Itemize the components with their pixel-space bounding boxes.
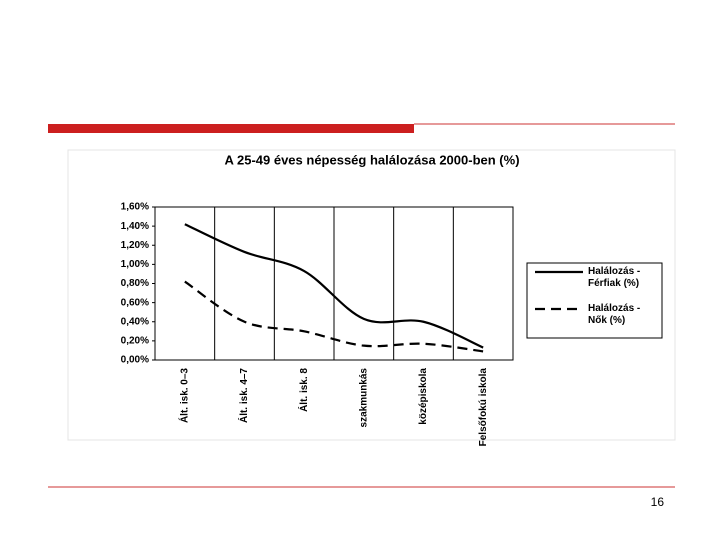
y-tick-label: 0,00% <box>121 355 149 366</box>
y-tick-label: 0,40% <box>121 316 149 327</box>
x-tick-label: Felsőfokú iskola <box>478 368 489 447</box>
x-tick-label: Ált. isk. 0–3 <box>177 368 190 423</box>
chart-title: A 25-49 éves népesség halálozása 2000-be… <box>224 152 519 167</box>
legend-label: Halálozás - Férfiak (%) <box>588 266 641 289</box>
x-tick-label: szakmunkás <box>358 368 369 428</box>
y-tick-label: 1,00% <box>121 259 149 270</box>
legend-label: Halálozás - Nők (%) <box>588 303 641 326</box>
y-tick-label: 0,60% <box>121 297 149 308</box>
x-tick-label: Ált. isk. 4–7 <box>237 368 250 423</box>
series-line <box>184 280 484 353</box>
y-tick-label: 0,20% <box>121 336 149 347</box>
legend-box <box>526 262 663 339</box>
x-tick-label: Ált. isk. 8 <box>297 368 310 412</box>
accent-bar <box>48 124 414 133</box>
y-tick-label: 1,40% <box>121 221 149 232</box>
chart-frame <box>67 149 676 441</box>
y-tick-label: 1,20% <box>121 240 149 251</box>
page-number: 16 <box>651 495 665 509</box>
y-tick-label: 0,80% <box>121 278 149 289</box>
series-line <box>184 223 484 349</box>
y-tick-label: 1,60% <box>121 202 149 213</box>
x-tick-label: középiskola <box>418 368 429 425</box>
